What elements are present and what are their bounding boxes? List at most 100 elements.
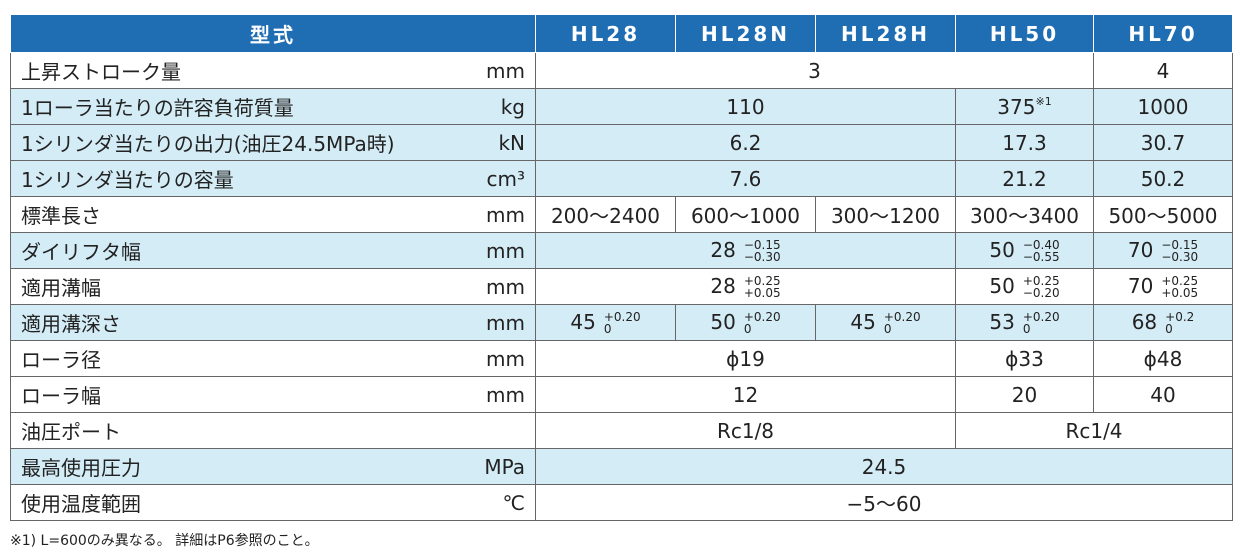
row-label: 標準長さ mm (10, 196, 536, 233)
row-label: 油圧ポート (10, 412, 536, 449)
value-text: 21.2 (1002, 166, 1047, 191)
value-text: 6.2 (729, 130, 762, 155)
tolerance-lower: +0.05 (1161, 286, 1199, 301)
value-text: 70 (1127, 237, 1154, 262)
value-text: 50.2 (1140, 166, 1186, 191)
value-text: 300〜3400 (969, 204, 1080, 228)
value-cell: 50 −0.40 −0.55 (955, 232, 1094, 269)
value-text: ϕ19 (726, 346, 765, 371)
value-cell: 50 +0.25 −0.20 (955, 268, 1094, 305)
label-text: 最高使用圧力 (21, 456, 141, 480)
row-label: 1シリンダ当たりの出力(油圧24.5MPa時) kN (10, 124, 536, 161)
value-cell: 12 (535, 376, 956, 413)
value-cell: 600〜1000 (675, 196, 816, 233)
value-cell: Rc1/8 (535, 412, 956, 449)
label-text: 1シリンダ当たりの容量 (21, 168, 234, 192)
value-text: 17.3 (1002, 130, 1047, 155)
value-cell: 45 +0.20 0 (815, 304, 956, 341)
value-text: 500〜5000 (1108, 204, 1218, 228)
value-cell: 24.5 (535, 448, 1233, 485)
label-text: 適用溝深さ (21, 312, 121, 336)
unit: mm (486, 310, 525, 335)
row-label: 最高使用圧力 MPa (10, 448, 536, 485)
value-text: 50 (989, 237, 1015, 262)
value-text: 600〜1000 (690, 204, 801, 228)
value-text: 45 (570, 309, 596, 334)
header-cell: HL28H (815, 14, 956, 53)
table-row: ローラ幅 mm 12 20 40 (10, 376, 1233, 413)
value-cell: 1000 (1093, 88, 1233, 125)
value-text: 50 (989, 273, 1015, 298)
label-text: 使用温度範囲 (21, 492, 141, 516)
tolerance: +0.20 0 (744, 311, 781, 335)
tolerance-lower: 0 (1022, 322, 1031, 337)
tolerance-lower: 0 (1165, 322, 1173, 337)
tolerance-lower: −0.20 (1022, 286, 1060, 301)
tolerance-upper: +0.20 (883, 310, 921, 325)
label-text: ダイリフタ幅 (21, 240, 141, 264)
unit: cm³ (486, 166, 526, 191)
value-cell: 375※1 (955, 88, 1094, 125)
tolerance-lower: −0.30 (743, 250, 781, 265)
value-text: 70 (1127, 273, 1154, 298)
value-text: Rc1/8 (716, 418, 775, 443)
value-cell: 500〜5000 (1093, 196, 1233, 233)
row-label: 1ローラ当たりの許容負荷質量 kg (10, 88, 536, 125)
unit: mm (486, 202, 525, 227)
value-text: 12 (732, 382, 759, 407)
table-row: 1シリンダ当たりの容量 cm³ 7.6 21.2 50.2 (10, 160, 1233, 197)
header-row: 型式 HL28 HL28N HL28H HL50 HL70 (10, 14, 1233, 53)
table-row: 適用溝幅 mm 28 +0.25 +0.05 50 +0.25 −0.20 70 +0.25 +0.… (10, 268, 1233, 305)
row-label: 使用温度範囲 ℃ (10, 484, 536, 521)
tolerance-upper: +0.20 (743, 310, 781, 325)
table-row: 1シリンダ当たりの出力(油圧24.5MPa時) kN 6.2 17.3 30.7 (10, 124, 1233, 161)
value-cell: 110 (535, 88, 956, 125)
row-label: 適用溝深さ mm (10, 304, 536, 341)
value-cell: 68 +0.2 0 (1093, 304, 1233, 341)
row-label: 1シリンダ当たりの容量 cm³ (10, 160, 536, 197)
value-cell: 6.2 (535, 124, 956, 161)
value-cell: −5〜60 (535, 484, 1233, 521)
label-text: ローラ幅 (21, 384, 101, 408)
tolerance-lower: +0.05 (743, 286, 781, 301)
value-text: 28 (710, 237, 736, 262)
header-cell: HL28N (675, 14, 816, 53)
value-text: ϕ48 (1143, 346, 1183, 371)
tolerance: +0.20 0 (1023, 311, 1060, 335)
value-text: 68 (1131, 309, 1158, 334)
value-cell: 28 −0.15 −0.30 (535, 232, 956, 269)
note-mark: ※1 (1035, 94, 1052, 108)
value-text: 300〜1200 (830, 204, 941, 228)
tolerance-upper: +0.25 (1022, 274, 1060, 289)
value-cell: 40 (1093, 376, 1233, 413)
tolerance: −0.15 −0.30 (744, 239, 781, 263)
row-label: ローラ幅 mm (10, 376, 536, 413)
unit: mm (486, 274, 525, 299)
table-row: 油圧ポート Rc1/8 Rc1/4 (10, 412, 1233, 449)
tolerance-lower: 0 (603, 322, 612, 337)
value-cell: 200〜2400 (535, 196, 676, 233)
value-text: 200〜2400 (550, 204, 661, 228)
value-cell: 50.2 (1093, 160, 1233, 197)
header-cell: HL70 (1093, 14, 1233, 53)
value-text: 20 (1011, 382, 1038, 407)
tolerance-lower: −0.30 (1161, 250, 1199, 265)
table-row: 使用温度範囲 ℃ −5〜60 (10, 484, 1233, 521)
unit: mm (486, 346, 525, 371)
value-text: 110 (726, 94, 765, 119)
row-label: 上昇ストローク量 mm (10, 52, 536, 89)
value-cell: 300〜3400 (955, 196, 1094, 233)
tolerance: −0.40 −0.55 (1023, 239, 1060, 263)
tolerance-lower: −0.55 (1022, 250, 1060, 265)
tolerance-upper: −0.15 (743, 238, 781, 253)
tolerance-upper: +0.2 (1165, 310, 1195, 325)
table-row: 上昇ストローク量 mm 3 4 (10, 52, 1233, 89)
unit: kN (498, 130, 525, 155)
value-cell: 17.3 (955, 124, 1094, 161)
value-text: 28 (710, 273, 736, 298)
label-text: 適用溝幅 (21, 276, 101, 300)
unit: mm (486, 238, 525, 263)
tolerance: −0.15 −0.30 (1161, 239, 1198, 263)
tolerance: +0.25 −0.20 (1023, 275, 1060, 299)
